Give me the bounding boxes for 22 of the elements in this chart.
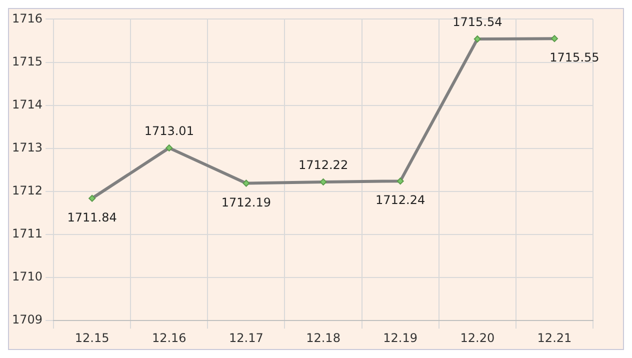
data-label: 1712.22: [298, 158, 348, 172]
y-tick-label: 1710: [12, 270, 43, 284]
x-tick-label: 12.20: [460, 330, 495, 345]
data-label: 1712.19: [221, 195, 272, 210]
y-tick-label: 1713: [12, 140, 43, 154]
y-tick-label: 1711: [12, 226, 43, 241]
x-tick-label: 12.17: [229, 330, 264, 345]
data-label: 1713.01: [144, 124, 194, 138]
y-tick-label: 1709: [12, 312, 43, 327]
x-tick-label: 12.15: [74, 330, 110, 345]
y-tick-label: 1716: [12, 11, 43, 26]
y-tick-label: 1715: [12, 54, 43, 68]
x-tick-label: 12.18: [306, 330, 340, 345]
y-tick-label: 1712: [12, 184, 43, 198]
data-label: 1711.84: [67, 210, 117, 224]
x-tick-label: 12.19: [383, 330, 418, 345]
data-label: 1715.54: [452, 15, 502, 30]
y-tick-label: 1714: [12, 97, 43, 112]
x-tick-label: 12.16: [152, 330, 186, 345]
data-label: 1712.24: [376, 193, 426, 208]
data-label: 1715.55: [550, 50, 600, 65]
x-tick-label: 12.21: [537, 330, 572, 345]
